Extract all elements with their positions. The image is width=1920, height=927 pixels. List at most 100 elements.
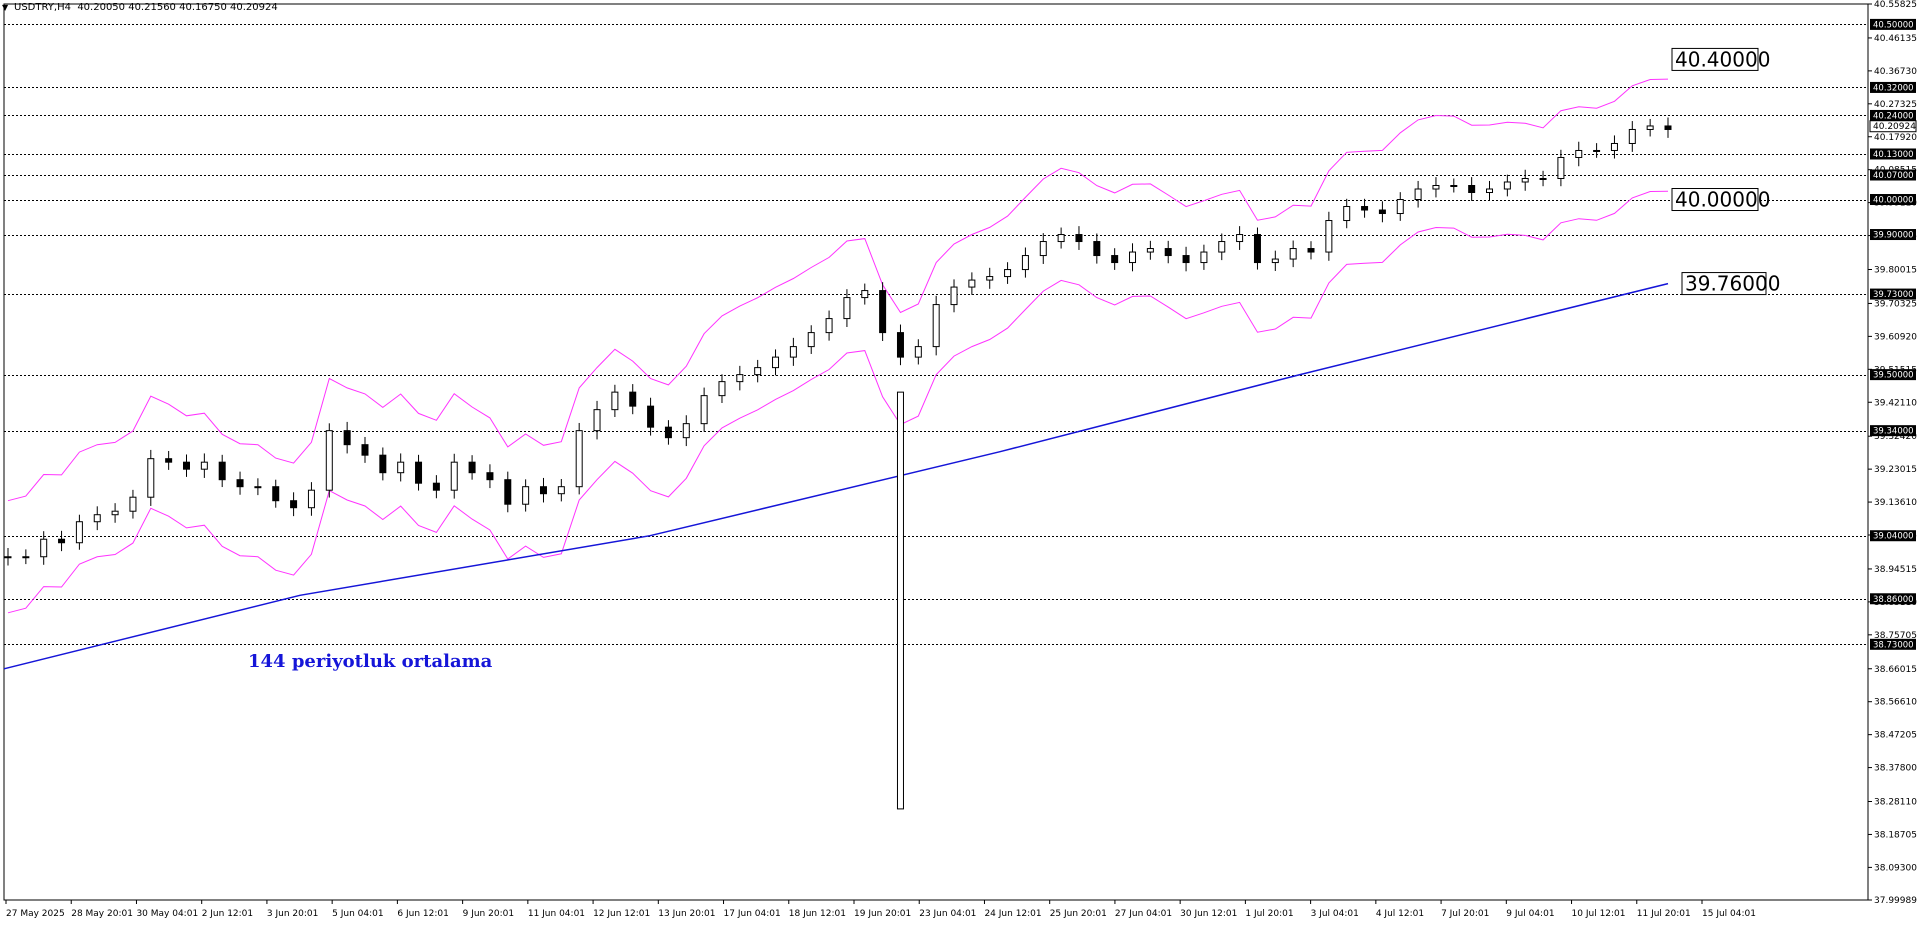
candle-body (1164, 248, 1172, 257)
candle-body (1486, 188, 1494, 194)
candle-body (825, 318, 833, 334)
time-tick-label: 12 Jun 12:01 (593, 909, 650, 919)
time-tick-label: 18 Jun 12:01 (789, 909, 846, 919)
time-tick-label: 27 May 2025 (6, 909, 65, 919)
candle-body (736, 374, 744, 383)
candle-body (1396, 199, 1404, 215)
candle-body (254, 486, 262, 489)
time-tick-label: 4 Jul 12:01 (1376, 909, 1424, 919)
candle-body (1593, 149, 1601, 152)
level-label: 40.13000 (1873, 150, 1914, 160)
candle-body (575, 430, 583, 488)
candle-body (1271, 258, 1279, 264)
price-tick-label: 37.99989 (1874, 896, 1917, 906)
time-tick-label: 5 Jun 04:01 (332, 909, 383, 919)
candle-body (682, 423, 690, 439)
price-tick-label: 39.32420 (1874, 432, 1917, 442)
candle-body (1378, 209, 1386, 215)
time-tick-label: 6 Jun 12:01 (397, 909, 448, 919)
candle-body (58, 538, 66, 544)
candle-body (629, 391, 637, 407)
level-label-box (1870, 530, 1916, 542)
level-label-box (1870, 109, 1916, 121)
time-tick-label: 3 Jul 04:01 (1311, 909, 1359, 919)
candle-body (664, 426, 672, 439)
candlesticks (4, 117, 1672, 810)
callout-label: 39.76000 (1685, 272, 1780, 296)
bollinger-bands (7, 78, 1669, 614)
candle-body (1664, 125, 1672, 130)
bollinger-lower (7, 190, 1669, 614)
candle-body (950, 286, 958, 306)
candle-body (611, 391, 619, 411)
candle-body (504, 479, 512, 505)
level-label-box (1870, 369, 1916, 381)
candle-body (1575, 149, 1583, 158)
candle-body (986, 276, 994, 281)
time-tick-label: 30 May 04:01 (136, 909, 198, 919)
level-label: 38.86000 (1873, 595, 1914, 605)
candle-body (1289, 248, 1297, 260)
current-price-label: 40.20924 (1873, 122, 1916, 132)
level-label: 39.50000 (1873, 371, 1914, 381)
level-label-box (1870, 18, 1916, 30)
price-callouts: 40.40000 40.00000 39.76000 (1671, 47, 1780, 296)
candle-body (1521, 177, 1529, 183)
candle-body (1610, 142, 1618, 151)
time-tick-label: 11 Jun 04:01 (528, 909, 585, 919)
time-tick-label: 3 Jun 20:01 (267, 909, 318, 919)
candle-body (182, 461, 190, 470)
candle-body (307, 489, 315, 509)
candle-body (75, 521, 83, 544)
chart-menu-icon[interactable]: ▼ (2, 3, 9, 12)
candle-body (968, 279, 976, 288)
candle-body (1432, 185, 1440, 190)
level-label: 39.90000 (1873, 231, 1914, 241)
candle-body (1361, 206, 1369, 211)
candle-body (468, 461, 476, 474)
time-tick-label: 25 Jun 20:01 (1050, 909, 1107, 919)
candle-body (432, 482, 440, 491)
candle-body (1236, 234, 1244, 243)
candle-body (343, 430, 351, 446)
candle-body (397, 461, 405, 474)
time-tick-label: 19 Jun 20:01 (854, 909, 911, 919)
candle-body (22, 556, 30, 559)
candle-body (754, 367, 762, 376)
candle-body (4, 556, 12, 559)
level-label: 40.00000 (1873, 196, 1914, 206)
symbol-label: USDTRY,H4 (14, 2, 71, 13)
level-label-box (1870, 194, 1916, 206)
time-tick-label: 15 Jul 04:01 (1702, 909, 1756, 919)
price-tick-label: 39.42110 (1874, 398, 1917, 408)
price-tick-label: 38.09300 (1874, 863, 1917, 873)
candle-body (1021, 255, 1029, 271)
candle-body (93, 514, 101, 523)
time-axis: 27 May 2025 28 May 20:01 30 May 04:01 2 Jun… (5, 900, 1756, 919)
candle-body (861, 290, 869, 299)
price-tick-label: 39.70325 (1874, 299, 1917, 309)
level-label-box (1870, 229, 1916, 241)
candle-body (896, 391, 904, 810)
candle-body (718, 381, 726, 397)
time-tick-label: 27 Jun 04:01 (1115, 909, 1172, 919)
price-tick-label: 40.27325 (1874, 100, 1917, 110)
callout-box (1681, 272, 1767, 296)
moving-average-144 (3, 282, 1669, 670)
candle-body (539, 486, 547, 495)
price-axis: 40.55825 40.46135 40.36730 40.27325 40.17920… (1868, 0, 1917, 906)
time-tick-label: 30 Jun 12:01 (1180, 909, 1237, 919)
callout-label: 40.00000 (1675, 188, 1770, 212)
level-label-box (1870, 638, 1916, 650)
candle-body (1075, 234, 1083, 243)
time-tick-label: 1 Jul 20:01 (1245, 909, 1293, 919)
price-tick-label: 40.55825 (1874, 0, 1917, 10)
candle-body (415, 461, 423, 484)
candle-body (557, 486, 565, 495)
candle-body (1039, 241, 1047, 257)
price-tick-label: 40.36730 (1874, 67, 1917, 77)
time-tick-label: 11 Jul 20:01 (1637, 909, 1691, 919)
level-label: 38.73000 (1873, 640, 1914, 650)
candle-body (1557, 156, 1565, 179)
